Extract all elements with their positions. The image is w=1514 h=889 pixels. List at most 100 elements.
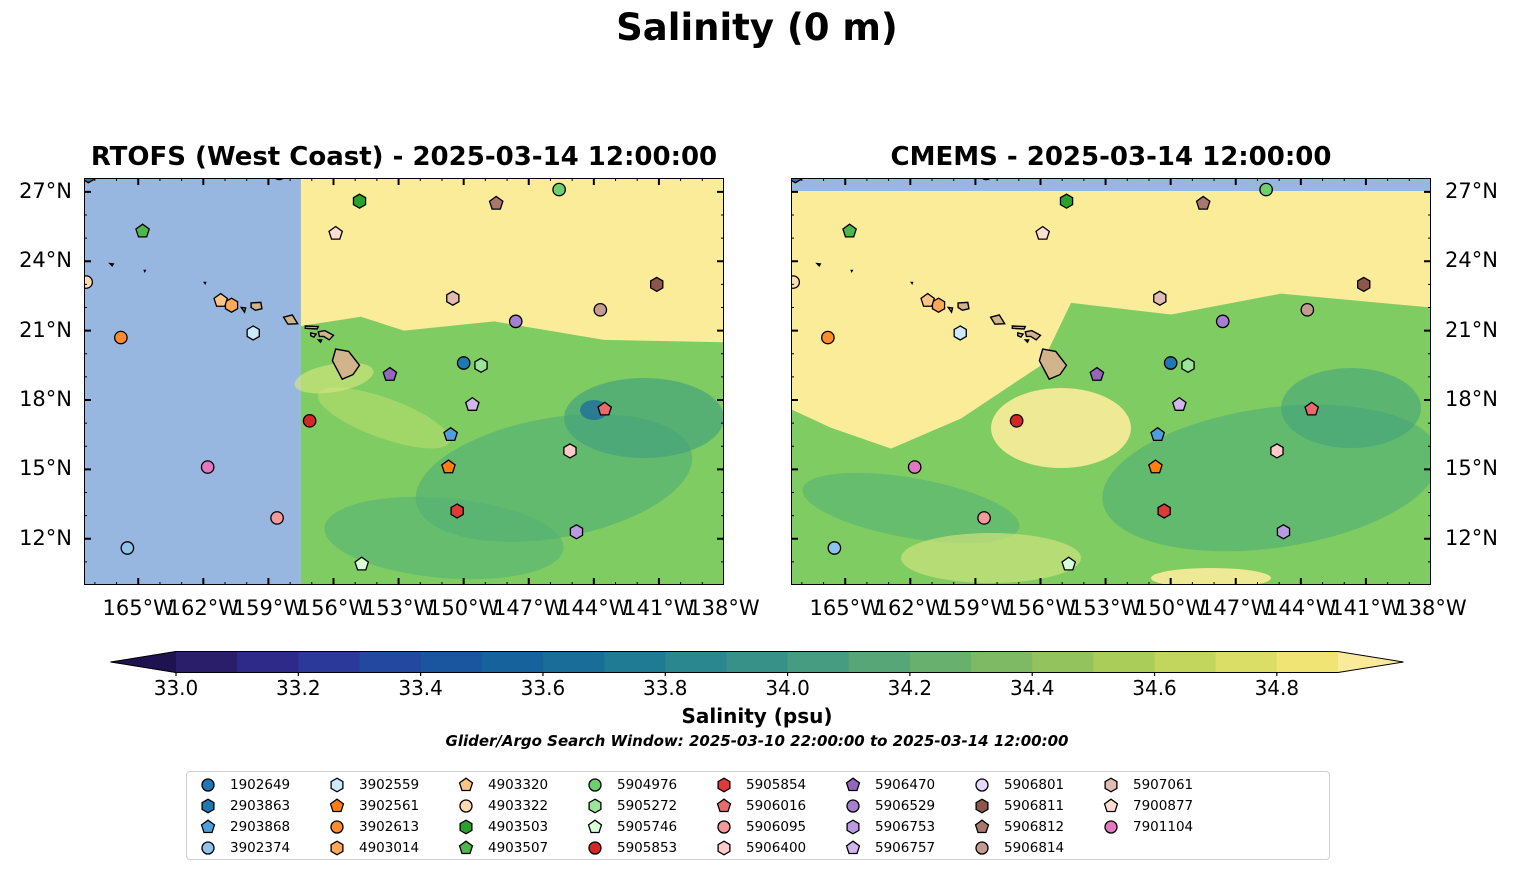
legend-label: 3902374 xyxy=(230,840,291,856)
y-tick-label: 24°N xyxy=(19,248,72,273)
float-3902559-marker xyxy=(953,325,967,341)
legend-marker xyxy=(1104,820,1118,834)
x-tick-label: 165°W xyxy=(809,596,881,620)
float-5906016-marker xyxy=(597,401,613,416)
float-5905853-marker xyxy=(302,413,317,428)
x-tick-label: 144°W xyxy=(558,596,630,620)
float-2903863-marker xyxy=(84,178,96,184)
float-5905746-marker xyxy=(354,556,370,571)
legend-item-5906400: 5906400 xyxy=(715,838,806,858)
circle-marker-icon xyxy=(846,799,860,813)
colorbar-label: Salinity (psu) xyxy=(681,704,833,728)
y-tick-label: 18°N xyxy=(1445,387,1498,411)
float-5906814-marker xyxy=(593,302,608,317)
legend-marker xyxy=(717,840,731,856)
pentagon-marker-icon xyxy=(845,840,861,855)
legend-label: 7900877 xyxy=(1133,798,1194,814)
hexagon-marker-icon xyxy=(717,777,731,793)
map-panel-cmems xyxy=(791,178,1431,585)
x-tick-label: 150°W xyxy=(1134,596,1207,620)
legend-marker xyxy=(846,819,860,835)
circle-marker-icon xyxy=(975,841,989,855)
float-5906811-marker xyxy=(1357,276,1371,293)
float-5906812-marker xyxy=(488,195,504,210)
legend-item-5905746: 5905746 xyxy=(586,817,677,837)
float-5907061-marker xyxy=(446,290,460,307)
legend-item-5906470: 5906470 xyxy=(844,775,935,795)
hexagon-marker-icon xyxy=(459,819,473,835)
legend-marker xyxy=(201,798,215,814)
float-4903322-marker xyxy=(84,275,94,289)
float-4903320-marker xyxy=(920,292,936,307)
legend-marker xyxy=(975,841,989,855)
float-3902613-marker xyxy=(114,330,128,345)
legend-marker xyxy=(459,819,473,835)
legend-label: 4903322 xyxy=(488,798,549,814)
colorbar-segment xyxy=(1215,651,1278,673)
legend-marker xyxy=(330,820,344,834)
float-4903503-marker xyxy=(1059,193,1074,209)
legend-item-5906812: 5906812 xyxy=(973,817,1064,837)
float-5906529-marker xyxy=(1215,314,1230,329)
float-5904976-marker xyxy=(552,182,566,197)
nihoa-island xyxy=(203,281,207,285)
colorbar-segment xyxy=(787,651,850,673)
colorbar-segment xyxy=(298,651,361,673)
colorbar-segment xyxy=(1154,651,1217,673)
float-4903507-marker xyxy=(135,223,150,238)
figure-title: Salinity (0 m) xyxy=(616,6,898,49)
float-5905272-marker xyxy=(1181,357,1195,374)
float-5906812-marker xyxy=(1195,195,1211,210)
lanai-island xyxy=(1016,332,1025,338)
x-tick-label: 156°W xyxy=(297,596,370,620)
legend-label: 5906400 xyxy=(746,840,807,856)
legend-marker xyxy=(975,798,989,814)
x-tick-label: 156°W xyxy=(1004,596,1077,620)
legend-label: 4903503 xyxy=(488,819,549,835)
float-5906095-marker xyxy=(977,511,991,525)
legend-marker xyxy=(716,798,732,813)
legend-item-4903320: 4903320 xyxy=(457,775,548,795)
float-4903320-marker xyxy=(213,292,229,307)
float-2903863-marker xyxy=(791,178,803,184)
legend-label: 5906016 xyxy=(746,798,807,814)
legend-marker xyxy=(974,819,990,834)
colorbar-segment xyxy=(420,651,483,673)
legend-item-5906753: 5906753 xyxy=(844,817,935,837)
float-5904976-marker xyxy=(1259,182,1273,197)
float-3902374-marker xyxy=(827,541,842,555)
hawaiian-islands xyxy=(815,262,1068,381)
legend-label: 5906753 xyxy=(875,819,936,835)
legend-marker xyxy=(200,819,216,834)
y-tick-label: 15°N xyxy=(1445,456,1498,481)
legend-item-2903868: 2903868 xyxy=(199,817,290,837)
colorbar-tick-label: 33.2 xyxy=(276,676,321,700)
hexagon-marker-icon xyxy=(846,819,860,835)
x-tick-label: 141°W xyxy=(623,596,695,620)
hexagon-marker-icon xyxy=(330,840,344,856)
kauai-island xyxy=(250,301,263,312)
hawaii-island xyxy=(331,348,361,381)
float-2903868-marker xyxy=(1150,426,1166,442)
y-tick-label: 27°N xyxy=(1445,178,1498,203)
panel-title-cmems: CMEMS - 2025-03-14 12:00:00 xyxy=(890,142,1332,172)
legend-label: 7901104 xyxy=(1133,819,1194,835)
legend-item-5906529: 5906529 xyxy=(844,796,935,816)
float-5906814-marker xyxy=(1300,302,1315,317)
legend-marker xyxy=(588,798,602,814)
molokai-island xyxy=(304,325,320,330)
float-4903322-marker xyxy=(791,275,801,289)
legend-marker xyxy=(201,778,215,792)
float-5906095-marker xyxy=(270,511,284,525)
legend-label: 3902561 xyxy=(359,798,420,814)
pentagon-marker-icon xyxy=(1103,798,1119,813)
hexagon-marker-icon xyxy=(201,798,215,814)
float-3902561-marker xyxy=(441,459,456,474)
kauai-island xyxy=(957,301,970,312)
pentagon-marker-icon xyxy=(587,819,603,834)
float-legend: 1902649 2903863 2903868 3902374 3902559 39025… xyxy=(186,771,1330,860)
pentagon-marker-icon xyxy=(329,798,345,813)
float-3902374-marker xyxy=(120,541,135,555)
legend-label: 5906529 xyxy=(875,798,936,814)
x-tick-label: 159°W xyxy=(232,596,305,620)
